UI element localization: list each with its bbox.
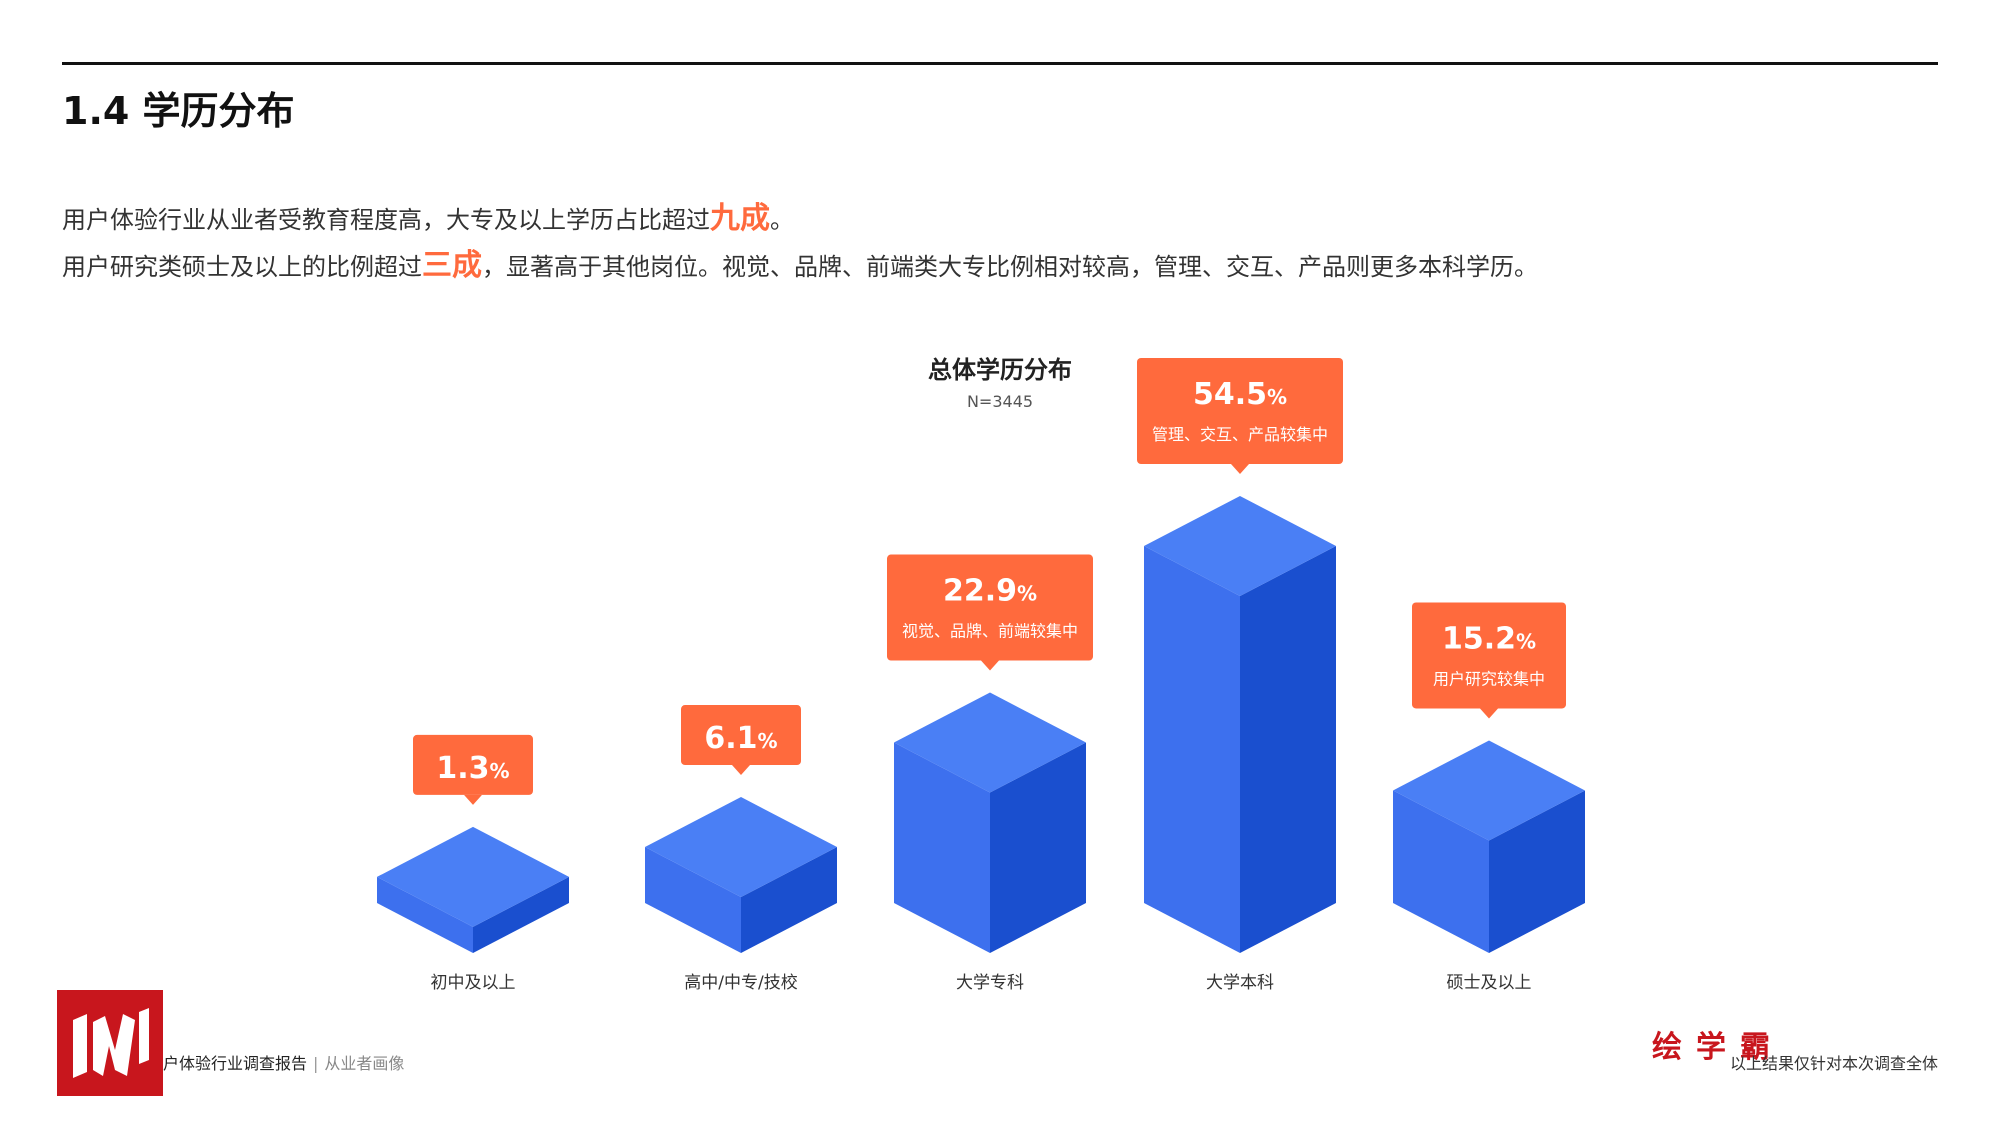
summary-line-2-prefix: 用户研究类硕士及以上的比例超过 bbox=[62, 253, 422, 281]
category-label: 高中/中专/技校 bbox=[684, 973, 797, 993]
callout-box bbox=[1412, 602, 1566, 709]
top-rule bbox=[62, 62, 1938, 65]
value-label: 6.1% bbox=[704, 721, 777, 756]
callout-pointer bbox=[1231, 464, 1249, 474]
callout-pointer bbox=[464, 794, 482, 805]
summary-highlight-1: 九成 bbox=[710, 201, 770, 236]
value-label: 22.9% bbox=[943, 574, 1037, 609]
callout-pointer bbox=[1480, 708, 1498, 719]
summary-highlight-2: 三成 bbox=[422, 248, 482, 283]
footer-brand: 户体验行业调查报告 | 从业者画像 bbox=[163, 1050, 404, 1074]
summary-text: 用户体验行业从业者受教育程度高，大专及以上学历占比超过九成。 用户研究类硕士及以… bbox=[62, 196, 1538, 290]
footer-note: 以上结果仅针对本次调查全体 bbox=[1729, 1054, 1938, 1073]
annotation-label: 视觉、品牌、前端较集中 bbox=[902, 622, 1078, 641]
callout-box bbox=[681, 705, 801, 766]
bar-side-face bbox=[990, 742, 1086, 953]
footer-section: 从业者画像 bbox=[324, 1054, 405, 1073]
summary-line-1-suffix: 。 bbox=[770, 206, 794, 234]
bar-side-face bbox=[1489, 790, 1585, 953]
callout-box bbox=[887, 554, 1093, 661]
summary-line-2: 用户研究类硕士及以上的比例超过三成，显著高于其他岗位。视觉、品牌、前端类大专比例… bbox=[62, 243, 1538, 290]
bar-top-face bbox=[894, 692, 1086, 793]
bar-top-face bbox=[1393, 740, 1585, 841]
page-title: 1.4 学历分布 bbox=[62, 89, 295, 133]
chart-title: 总体学历分布 bbox=[928, 356, 1072, 384]
annotation-label: 管理、交互、产品较集中 bbox=[1152, 425, 1328, 444]
annotation-label: 用户研究较集中 bbox=[1433, 669, 1545, 688]
summary-line-2-suffix: ，显著高于其他岗位。视觉、品牌、前端类大专比例相对较高，管理、交互、产品则更多本… bbox=[482, 253, 1538, 281]
summary-line-1: 用户体验行业从业者受教育程度高，大专及以上学历占比超过九成。 bbox=[62, 196, 1538, 243]
category-label: 大学专科 bbox=[956, 973, 1024, 993]
callout-box bbox=[1137, 358, 1343, 464]
bar-top-face bbox=[1144, 496, 1336, 596]
bar-front-face bbox=[1144, 546, 1240, 953]
value-label: 54.5% bbox=[1193, 377, 1287, 412]
bar-front-face bbox=[894, 742, 990, 953]
value-label: 1.3% bbox=[436, 751, 509, 786]
bar-front-face bbox=[645, 847, 741, 953]
chart-sample-size: N=3445 bbox=[966, 392, 1034, 411]
value-label: 15.2% bbox=[1442, 621, 1536, 656]
callout-box bbox=[413, 734, 533, 795]
category-label: 硕士及以上 bbox=[1447, 973, 1532, 993]
callout-pointer bbox=[981, 660, 999, 671]
footer-separator: | bbox=[313, 1054, 319, 1073]
logo-wordmark: 绘学霸 bbox=[1652, 1030, 1784, 1065]
bar-top-face bbox=[377, 826, 569, 927]
summary-line-1-prefix: 用户体验行业从业者受教育程度高，大专及以上学历占比超过 bbox=[62, 206, 710, 234]
bar-side-face bbox=[741, 847, 837, 953]
category-label: 初中及以上 bbox=[431, 973, 516, 993]
bar-front-face bbox=[377, 876, 473, 953]
category-label: 大学本科 bbox=[1206, 973, 1274, 993]
logo-w-icon bbox=[57, 990, 163, 1096]
bar-front-face bbox=[1393, 790, 1489, 953]
footer-report-name: 户体验行业调查报告 bbox=[163, 1054, 308, 1073]
bar-side-face bbox=[473, 876, 569, 953]
callout-pointer bbox=[732, 765, 750, 776]
bar-side-face bbox=[1240, 546, 1336, 953]
bar-top-face bbox=[645, 797, 837, 898]
